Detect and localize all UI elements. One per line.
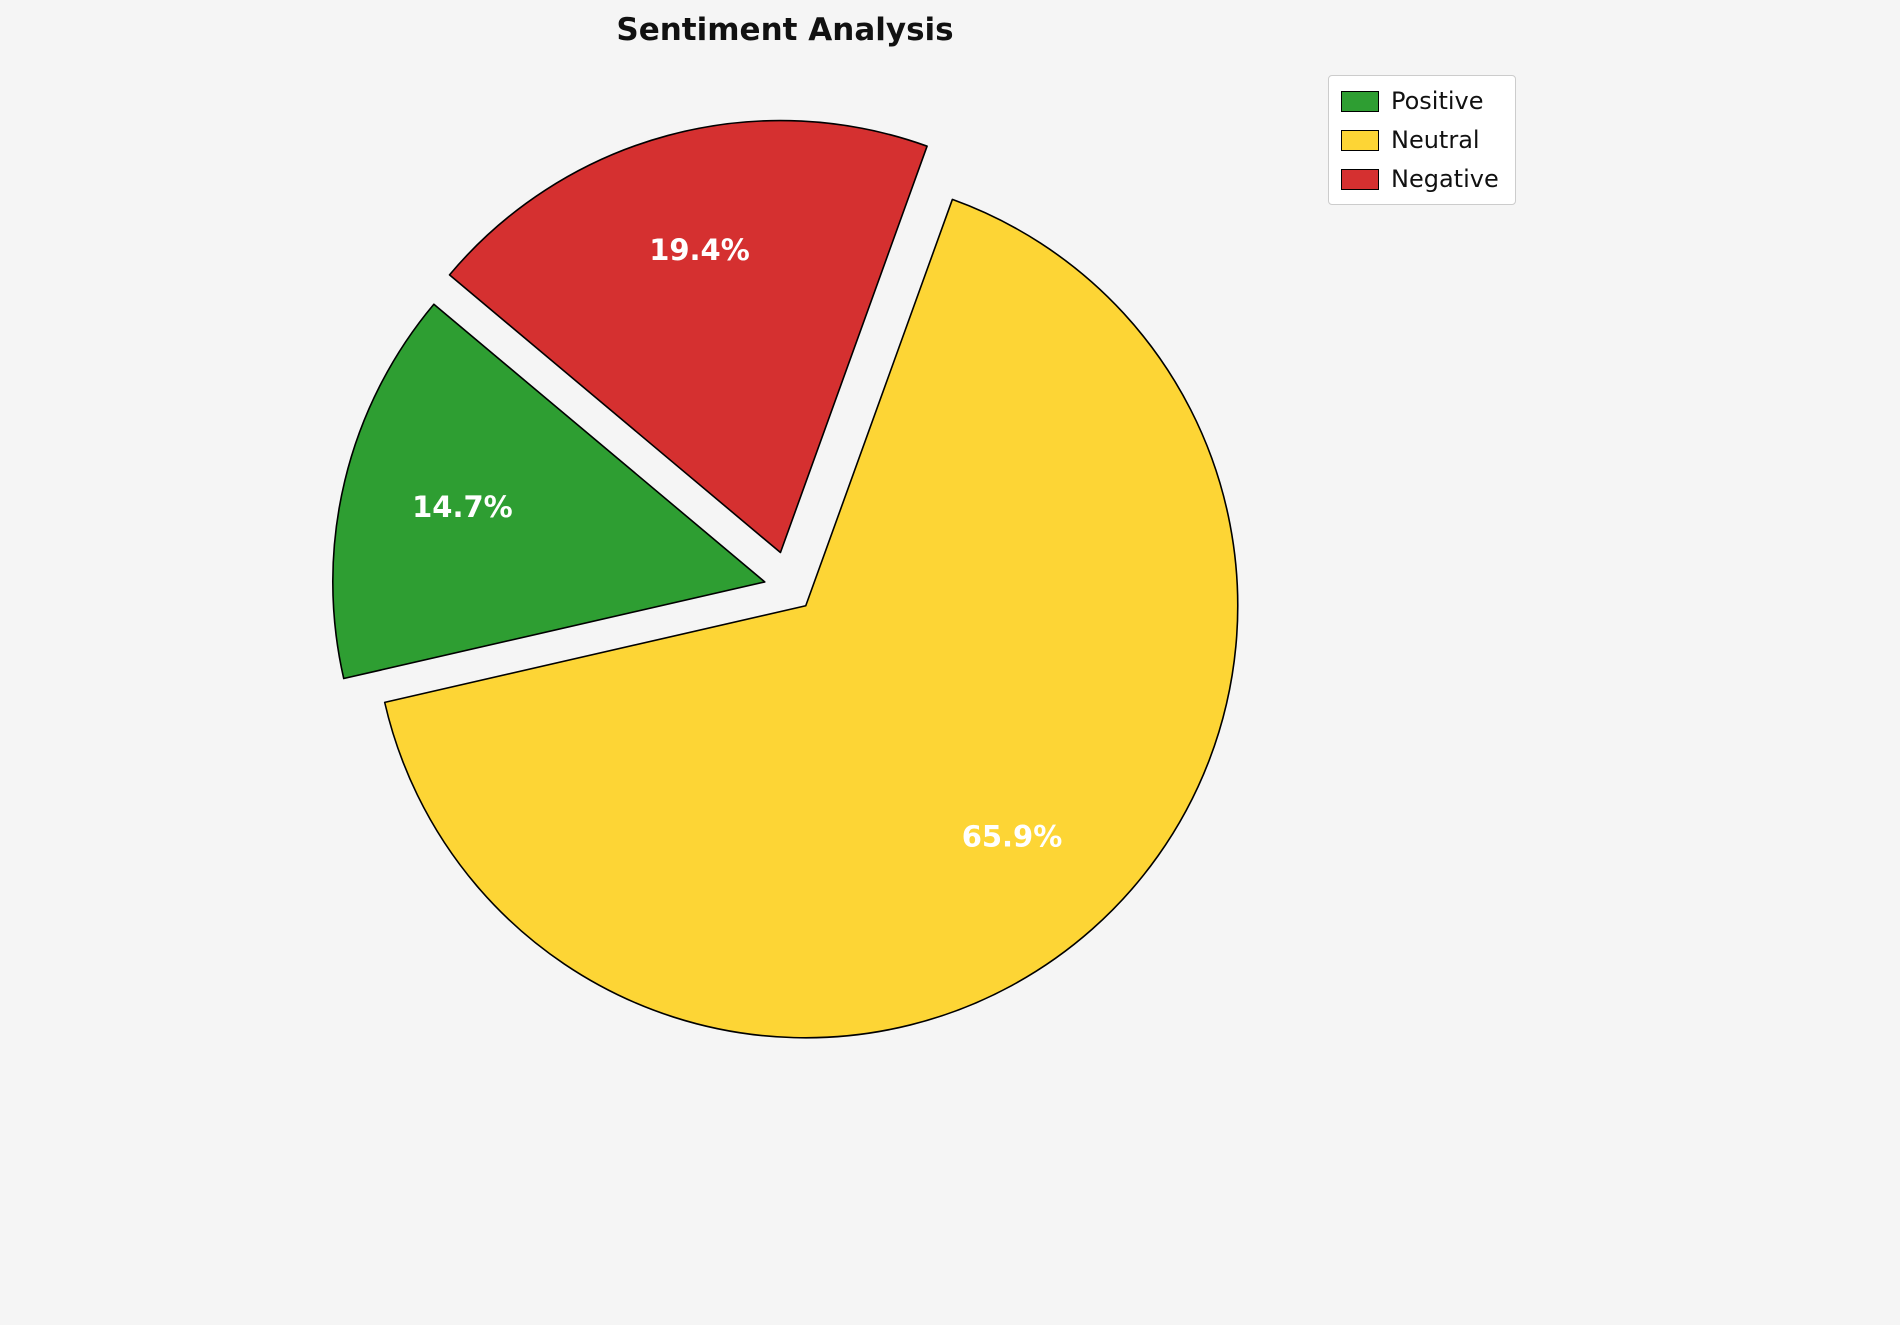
chart-title: Sentiment Analysis	[616, 12, 954, 48]
legend-label-negative: Negative	[1391, 165, 1499, 193]
legend-item-positive: Positive	[1341, 86, 1499, 116]
legend: Positive Neutral Negative	[1328, 75, 1516, 205]
legend-swatch-neutral	[1341, 129, 1379, 151]
pie-percent-label-negative: 19.4%	[649, 233, 750, 267]
legend-item-neutral: Neutral	[1341, 125, 1499, 155]
legend-swatch-negative	[1341, 168, 1379, 190]
pie-percent-label-positive: 14.7%	[412, 490, 513, 524]
pie-slice-neutral	[383, 198, 1239, 1039]
legend-swatch-positive	[1341, 90, 1379, 112]
pie-slice-negative	[448, 119, 928, 554]
legend-label-positive: Positive	[1391, 87, 1484, 115]
legend-item-negative: Negative	[1341, 164, 1499, 194]
legend-label-neutral: Neutral	[1391, 126, 1480, 154]
pie-slice-positive	[332, 303, 766, 680]
pie-percent-label-neutral: 65.9%	[962, 820, 1063, 854]
